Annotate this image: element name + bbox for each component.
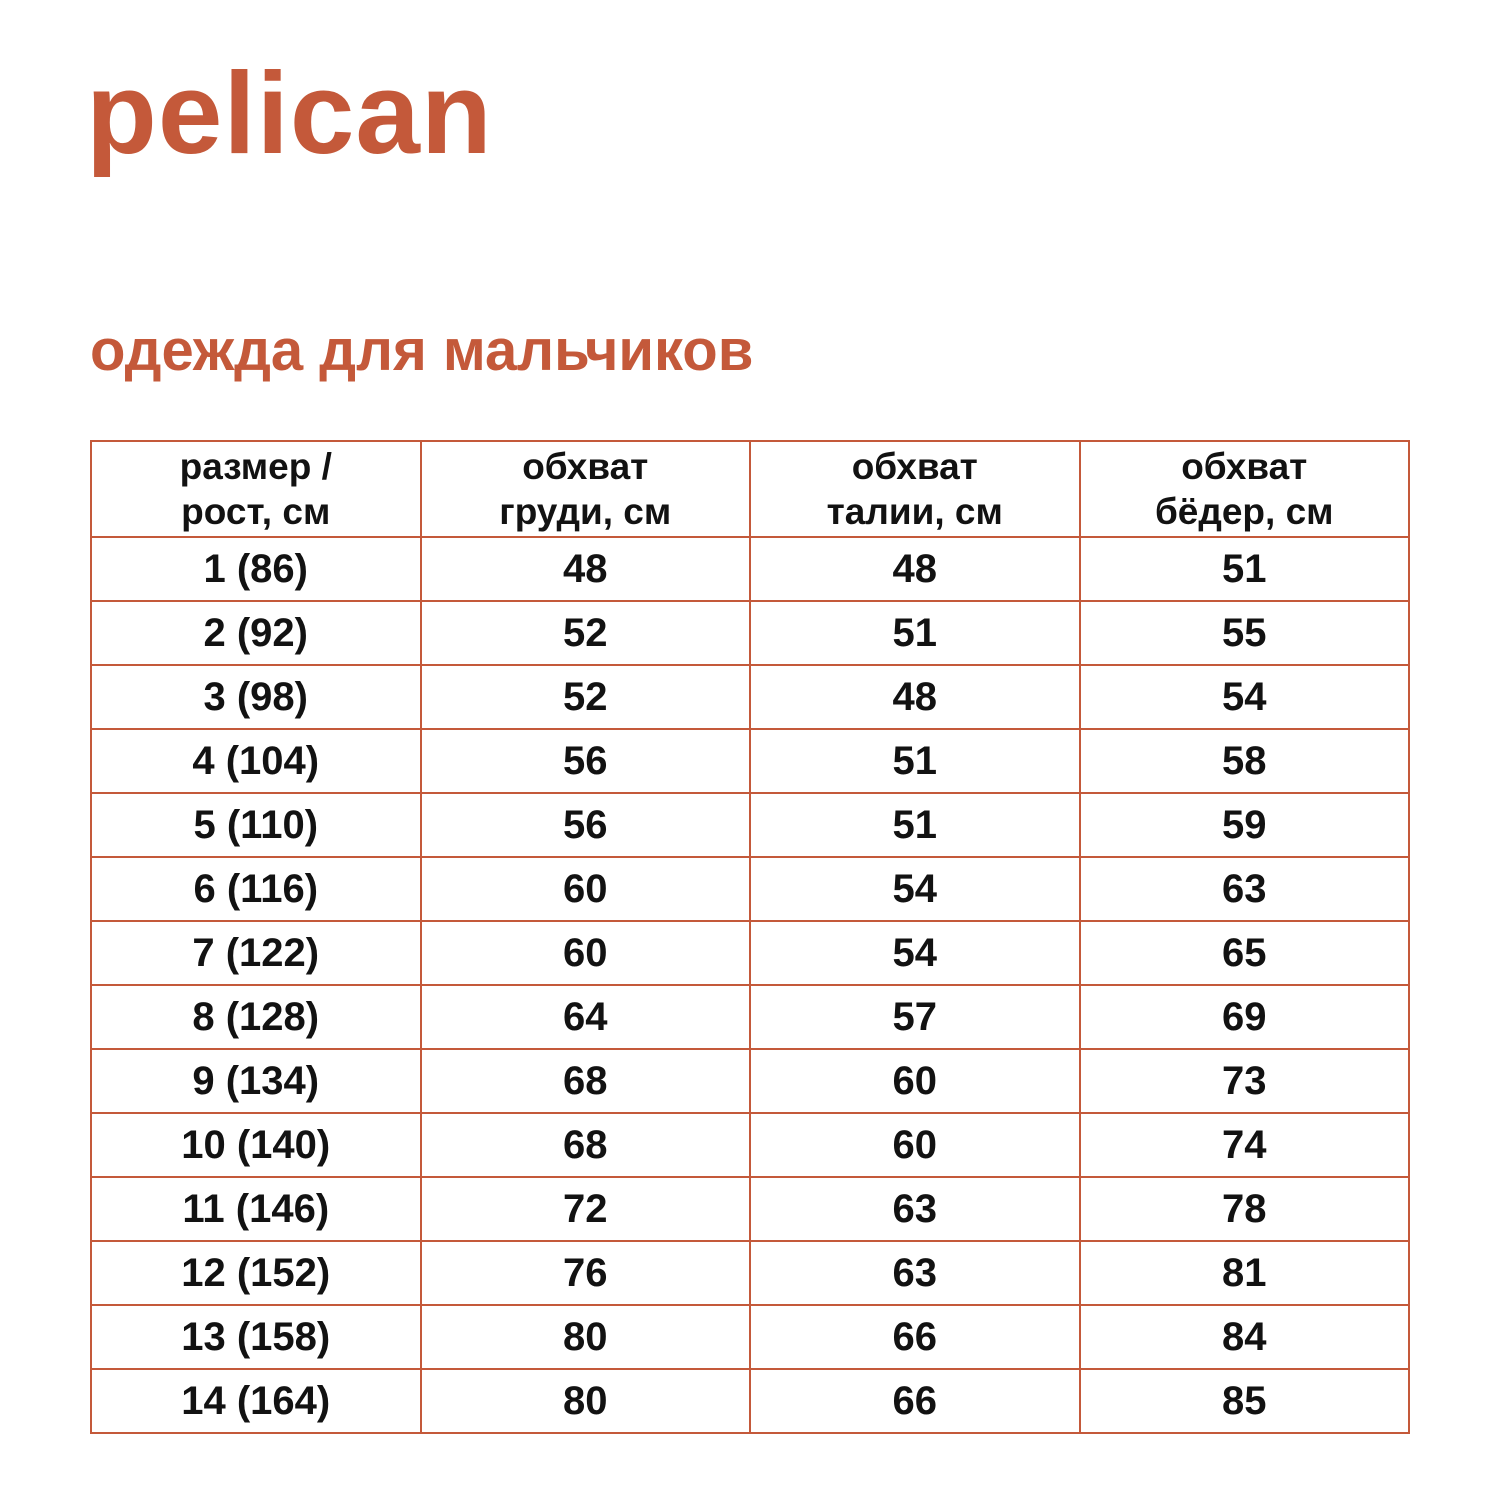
cell-waist: 48 bbox=[749, 536, 1081, 602]
size-chart-body: 1 (86) 48 48 51 2 (92) 52 51 55 3 (98) 52 48 54 4 (1… bbox=[90, 536, 1410, 1434]
cell-hips: 78 bbox=[1078, 1176, 1410, 1242]
cell-hips: 84 bbox=[1078, 1304, 1410, 1370]
cell-chest: 80 bbox=[419, 1368, 751, 1434]
cell-waist: 60 bbox=[749, 1048, 1081, 1114]
cell-size: 5 (110) bbox=[90, 792, 422, 858]
table-row: 11 (146) 72 63 78 bbox=[90, 1176, 1410, 1242]
cell-hips: 85 bbox=[1078, 1368, 1410, 1434]
page-title: одежда для мальчиков bbox=[90, 318, 754, 383]
cell-size: 4 (104) bbox=[90, 728, 422, 794]
cell-waist: 51 bbox=[749, 600, 1081, 666]
cell-size: 10 (140) bbox=[90, 1112, 422, 1178]
header-row: размер / рост, см обхват груди, см обхват … bbox=[90, 440, 1410, 538]
cell-chest: 60 bbox=[419, 856, 751, 922]
cell-hips: 69 bbox=[1078, 984, 1410, 1050]
cell-chest: 56 bbox=[419, 792, 751, 858]
cell-size: 2 (92) bbox=[90, 600, 422, 666]
column-header-chest: обхват груди, см bbox=[419, 440, 751, 538]
cell-hips: 55 bbox=[1078, 600, 1410, 666]
cell-waist: 57 bbox=[749, 984, 1081, 1050]
cell-waist: 63 bbox=[749, 1240, 1081, 1306]
cell-hips: 51 bbox=[1078, 536, 1410, 602]
cell-size: 3 (98) bbox=[90, 664, 422, 730]
table-row: 9 (134) 68 60 73 bbox=[90, 1048, 1410, 1114]
table-row: 1 (86) 48 48 51 bbox=[90, 536, 1410, 602]
cell-waist: 66 bbox=[749, 1368, 1081, 1434]
cell-waist: 60 bbox=[749, 1112, 1081, 1178]
table-row: 3 (98) 52 48 54 bbox=[90, 664, 1410, 730]
cell-size: 6 (116) bbox=[90, 856, 422, 922]
cell-hips: 65 bbox=[1078, 920, 1410, 986]
cell-size: 12 (152) bbox=[90, 1240, 422, 1306]
column-header-hips: обхват бёдер, см bbox=[1078, 440, 1410, 538]
cell-waist: 51 bbox=[749, 792, 1081, 858]
cell-waist: 54 bbox=[749, 856, 1081, 922]
column-header-waist: обхват талии, см bbox=[749, 440, 1081, 538]
cell-chest: 68 bbox=[419, 1112, 751, 1178]
cell-hips: 54 bbox=[1078, 664, 1410, 730]
cell-size: 9 (134) bbox=[90, 1048, 422, 1114]
cell-hips: 63 bbox=[1078, 856, 1410, 922]
cell-size: 7 (122) bbox=[90, 920, 422, 986]
cell-size: 1 (86) bbox=[90, 536, 422, 602]
cell-hips: 81 bbox=[1078, 1240, 1410, 1306]
cell-chest: 68 bbox=[419, 1048, 751, 1114]
cell-chest: 52 bbox=[419, 664, 751, 730]
cell-waist: 51 bbox=[749, 728, 1081, 794]
cell-size: 14 (164) bbox=[90, 1368, 422, 1434]
table-row: 14 (164) 80 66 85 bbox=[90, 1368, 1410, 1434]
cell-chest: 72 bbox=[419, 1176, 751, 1242]
cell-chest: 80 bbox=[419, 1304, 751, 1370]
cell-waist: 54 bbox=[749, 920, 1081, 986]
table-row: 6 (116) 60 54 63 bbox=[90, 856, 1410, 922]
cell-chest: 60 bbox=[419, 920, 751, 986]
brand-logo: pelican bbox=[86, 48, 493, 178]
column-header-size: размер / рост, см bbox=[90, 440, 422, 538]
cell-waist: 66 bbox=[749, 1304, 1081, 1370]
cell-waist: 63 bbox=[749, 1176, 1081, 1242]
cell-chest: 56 bbox=[419, 728, 751, 794]
table-row: 12 (152) 76 63 81 bbox=[90, 1240, 1410, 1306]
cell-chest: 76 bbox=[419, 1240, 751, 1306]
table-row: 8 (128) 64 57 69 bbox=[90, 984, 1410, 1050]
cell-waist: 48 bbox=[749, 664, 1081, 730]
cell-size: 8 (128) bbox=[90, 984, 422, 1050]
cell-hips: 58 bbox=[1078, 728, 1410, 794]
table-row: 4 (104) 56 51 58 bbox=[90, 728, 1410, 794]
table-row: 2 (92) 52 51 55 bbox=[90, 600, 1410, 666]
table-row: 7 (122) 60 54 65 bbox=[90, 920, 1410, 986]
cell-hips: 74 bbox=[1078, 1112, 1410, 1178]
cell-hips: 73 bbox=[1078, 1048, 1410, 1114]
cell-chest: 48 bbox=[419, 536, 751, 602]
table-row: 10 (140) 68 60 74 bbox=[90, 1112, 1410, 1178]
size-chart-header: размер / рост, см обхват груди, см обхват … bbox=[90, 440, 1410, 538]
table-row: 5 (110) 56 51 59 bbox=[90, 792, 1410, 858]
cell-size: 11 (146) bbox=[90, 1176, 422, 1242]
cell-chest: 64 bbox=[419, 984, 751, 1050]
table-row: 13 (158) 80 66 84 bbox=[90, 1304, 1410, 1370]
cell-hips: 59 bbox=[1078, 792, 1410, 858]
cell-chest: 52 bbox=[419, 600, 751, 666]
cell-size: 13 (158) bbox=[90, 1304, 422, 1370]
size-chart-table: размер / рост, см обхват груди, см обхват … bbox=[90, 440, 1410, 1434]
